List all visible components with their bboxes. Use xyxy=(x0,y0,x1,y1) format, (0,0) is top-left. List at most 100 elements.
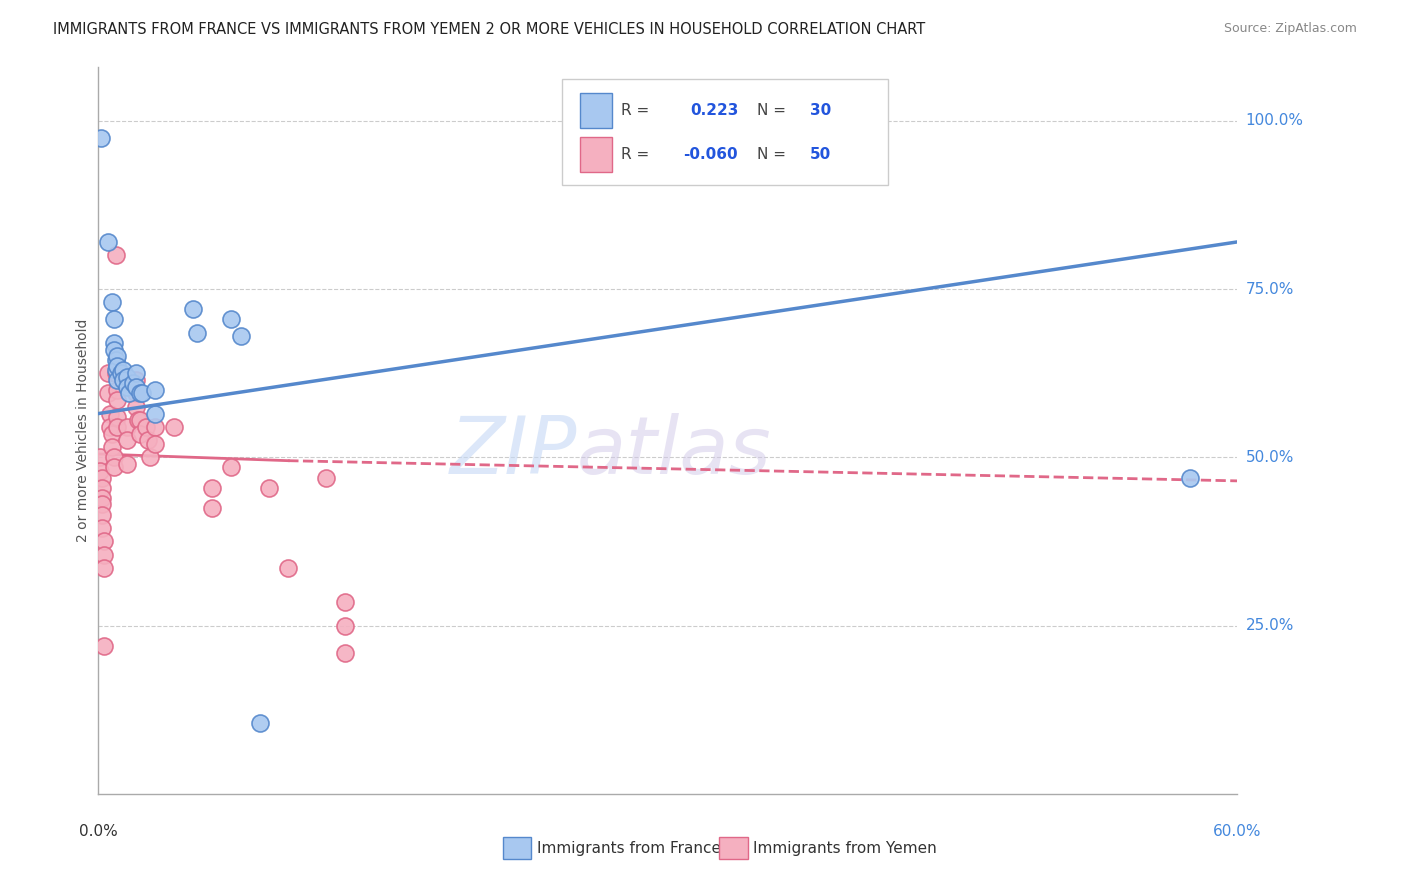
Point xyxy=(125,366,148,380)
Point xyxy=(104,363,127,377)
Point xyxy=(115,369,138,384)
Point xyxy=(93,548,115,562)
Point xyxy=(115,434,138,448)
Point xyxy=(315,470,337,484)
Point xyxy=(129,426,152,441)
Point xyxy=(112,363,135,377)
Point xyxy=(125,400,148,414)
Point xyxy=(121,376,143,391)
Point xyxy=(131,386,153,401)
Point xyxy=(100,295,122,310)
Point xyxy=(104,352,127,367)
Point xyxy=(107,373,129,387)
Point xyxy=(107,420,129,434)
Text: -0.060: -0.060 xyxy=(683,146,737,161)
Point xyxy=(129,413,152,427)
Text: Source: ZipAtlas.com: Source: ZipAtlas.com xyxy=(1223,22,1357,36)
Point xyxy=(104,248,127,262)
Point xyxy=(103,335,125,350)
Point xyxy=(97,366,120,380)
Point xyxy=(163,420,186,434)
Y-axis label: 2 or more Vehicles in Household: 2 or more Vehicles in Household xyxy=(76,318,90,542)
Text: 50.0%: 50.0% xyxy=(1246,450,1294,465)
FancyBboxPatch shape xyxy=(581,93,612,128)
Point xyxy=(118,386,141,401)
Point xyxy=(125,379,148,393)
Point xyxy=(97,235,120,249)
Point xyxy=(201,481,224,495)
Text: 100.0%: 100.0% xyxy=(1246,113,1303,128)
Point xyxy=(107,349,129,363)
Point xyxy=(1178,470,1201,484)
Point xyxy=(90,130,112,145)
FancyBboxPatch shape xyxy=(718,838,748,859)
Point xyxy=(91,498,114,512)
Point xyxy=(115,420,138,434)
Text: R =: R = xyxy=(621,146,659,161)
FancyBboxPatch shape xyxy=(562,79,887,186)
Point xyxy=(249,716,271,731)
Point xyxy=(93,534,115,549)
Point xyxy=(91,481,114,495)
Text: N =: N = xyxy=(756,103,790,118)
Point xyxy=(103,343,125,357)
Point xyxy=(186,326,208,340)
Point xyxy=(335,618,357,632)
Point xyxy=(91,521,114,535)
Point xyxy=(145,437,167,451)
Point xyxy=(125,373,148,387)
Text: IMMIGRANTS FROM FRANCE VS IMMIGRANTS FROM YEMEN 2 OR MORE VEHICLES IN HOUSEHOLD : IMMIGRANTS FROM FRANCE VS IMMIGRANTS FRO… xyxy=(53,22,925,37)
Point xyxy=(335,646,357,660)
Point xyxy=(103,460,125,475)
Point xyxy=(229,329,252,343)
Point xyxy=(100,440,122,454)
Point xyxy=(145,383,167,397)
Point xyxy=(89,450,111,465)
Text: 0.0%: 0.0% xyxy=(79,824,118,839)
Point xyxy=(107,393,129,408)
Point xyxy=(98,420,121,434)
Text: 0.223: 0.223 xyxy=(690,103,740,118)
Point xyxy=(107,383,129,397)
Point xyxy=(93,639,115,653)
Text: 60.0%: 60.0% xyxy=(1213,824,1261,839)
Text: 75.0%: 75.0% xyxy=(1246,282,1294,296)
Point xyxy=(107,359,129,374)
Point xyxy=(91,491,114,505)
Point xyxy=(110,366,132,380)
Point xyxy=(125,386,148,401)
Point xyxy=(91,470,114,484)
Text: Immigrants from Yemen: Immigrants from Yemen xyxy=(754,841,936,856)
Point xyxy=(183,302,205,317)
Point xyxy=(221,460,243,475)
Point xyxy=(115,379,138,393)
Text: 50: 50 xyxy=(810,146,831,161)
Point xyxy=(112,373,135,387)
Text: 25.0%: 25.0% xyxy=(1246,618,1294,633)
Point xyxy=(277,561,299,575)
Point xyxy=(115,457,138,471)
Point xyxy=(135,420,157,434)
Point xyxy=(201,500,224,515)
Text: 30: 30 xyxy=(810,103,831,118)
Point xyxy=(129,386,152,401)
Point xyxy=(138,450,160,465)
Point xyxy=(98,407,121,421)
Point xyxy=(103,450,125,465)
Point xyxy=(91,508,114,522)
Point xyxy=(259,481,281,495)
Point xyxy=(136,434,159,448)
Text: N =: N = xyxy=(756,146,790,161)
Point xyxy=(89,464,111,478)
Point xyxy=(103,312,125,326)
Text: atlas: atlas xyxy=(576,413,772,491)
Point xyxy=(221,312,243,326)
Point xyxy=(100,426,122,441)
Point xyxy=(145,420,167,434)
Point xyxy=(107,409,129,424)
Point xyxy=(93,561,115,575)
Point xyxy=(145,407,167,421)
Point xyxy=(127,413,149,427)
Text: R =: R = xyxy=(621,103,659,118)
Point xyxy=(97,386,120,401)
